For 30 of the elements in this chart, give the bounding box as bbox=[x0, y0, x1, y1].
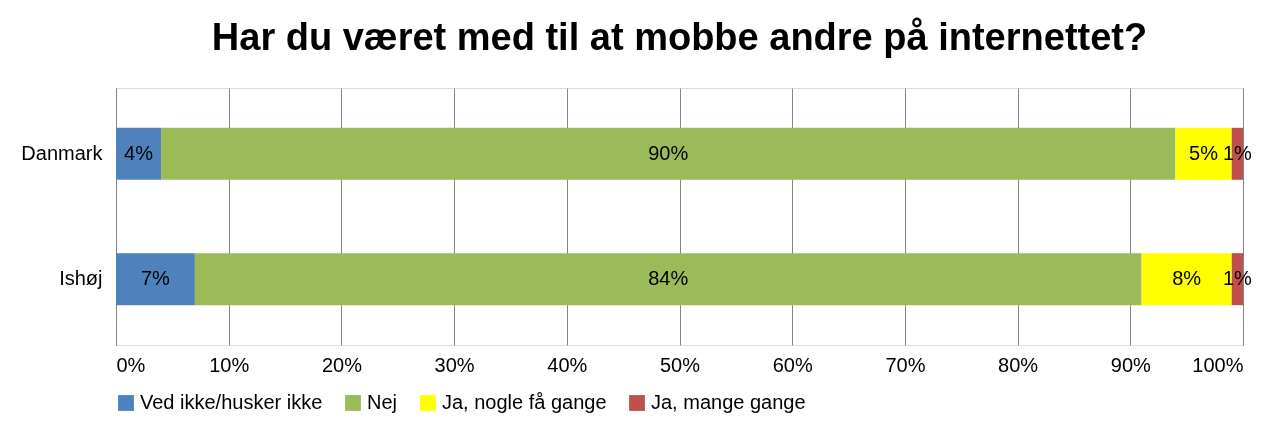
legend-label: Ved ikke/husker ikke bbox=[140, 391, 323, 413]
x-tick-label: 10% bbox=[209, 353, 250, 376]
chart-title: Har du været med til at mobbe andre på internettet? bbox=[211, 16, 1148, 58]
y-tick-label: Ishøj bbox=[59, 267, 103, 290]
x-tick-label: 20% bbox=[321, 353, 363, 376]
data-label: 7% bbox=[140, 267, 171, 290]
data-label: 1% bbox=[1222, 267, 1253, 290]
bar bbox=[116, 127, 162, 180]
bar bbox=[116, 253, 195, 306]
x-tick-label: 100% bbox=[1192, 353, 1244, 376]
data-label: 8% bbox=[1172, 267, 1202, 290]
y-tick-label: Danmark bbox=[21, 141, 104, 164]
data-label: 4% bbox=[124, 141, 154, 164]
x-tick-label: 50% bbox=[659, 353, 701, 376]
x-tick-label: 70% bbox=[885, 353, 926, 376]
data-label: 84% bbox=[648, 267, 689, 290]
x-tick-label: 40% bbox=[547, 353, 588, 376]
bar bbox=[161, 127, 1176, 180]
legend-label: Nej bbox=[367, 391, 398, 413]
x-tick-label: 80% bbox=[998, 353, 1039, 376]
x-tick-label: 30% bbox=[434, 353, 475, 376]
x-tick-label: 0% bbox=[116, 353, 146, 376]
legend-label: Ja, nogle få gange bbox=[442, 391, 607, 413]
data-label: 5% bbox=[1189, 141, 1219, 164]
bar bbox=[194, 253, 1142, 306]
data-label: 1% bbox=[1222, 141, 1253, 164]
x-tick-label: 60% bbox=[772, 353, 813, 376]
x-tick-label: 90% bbox=[1110, 353, 1152, 376]
data-label: 90% bbox=[648, 141, 689, 164]
legend-label: Ja, mange gange bbox=[651, 391, 806, 413]
